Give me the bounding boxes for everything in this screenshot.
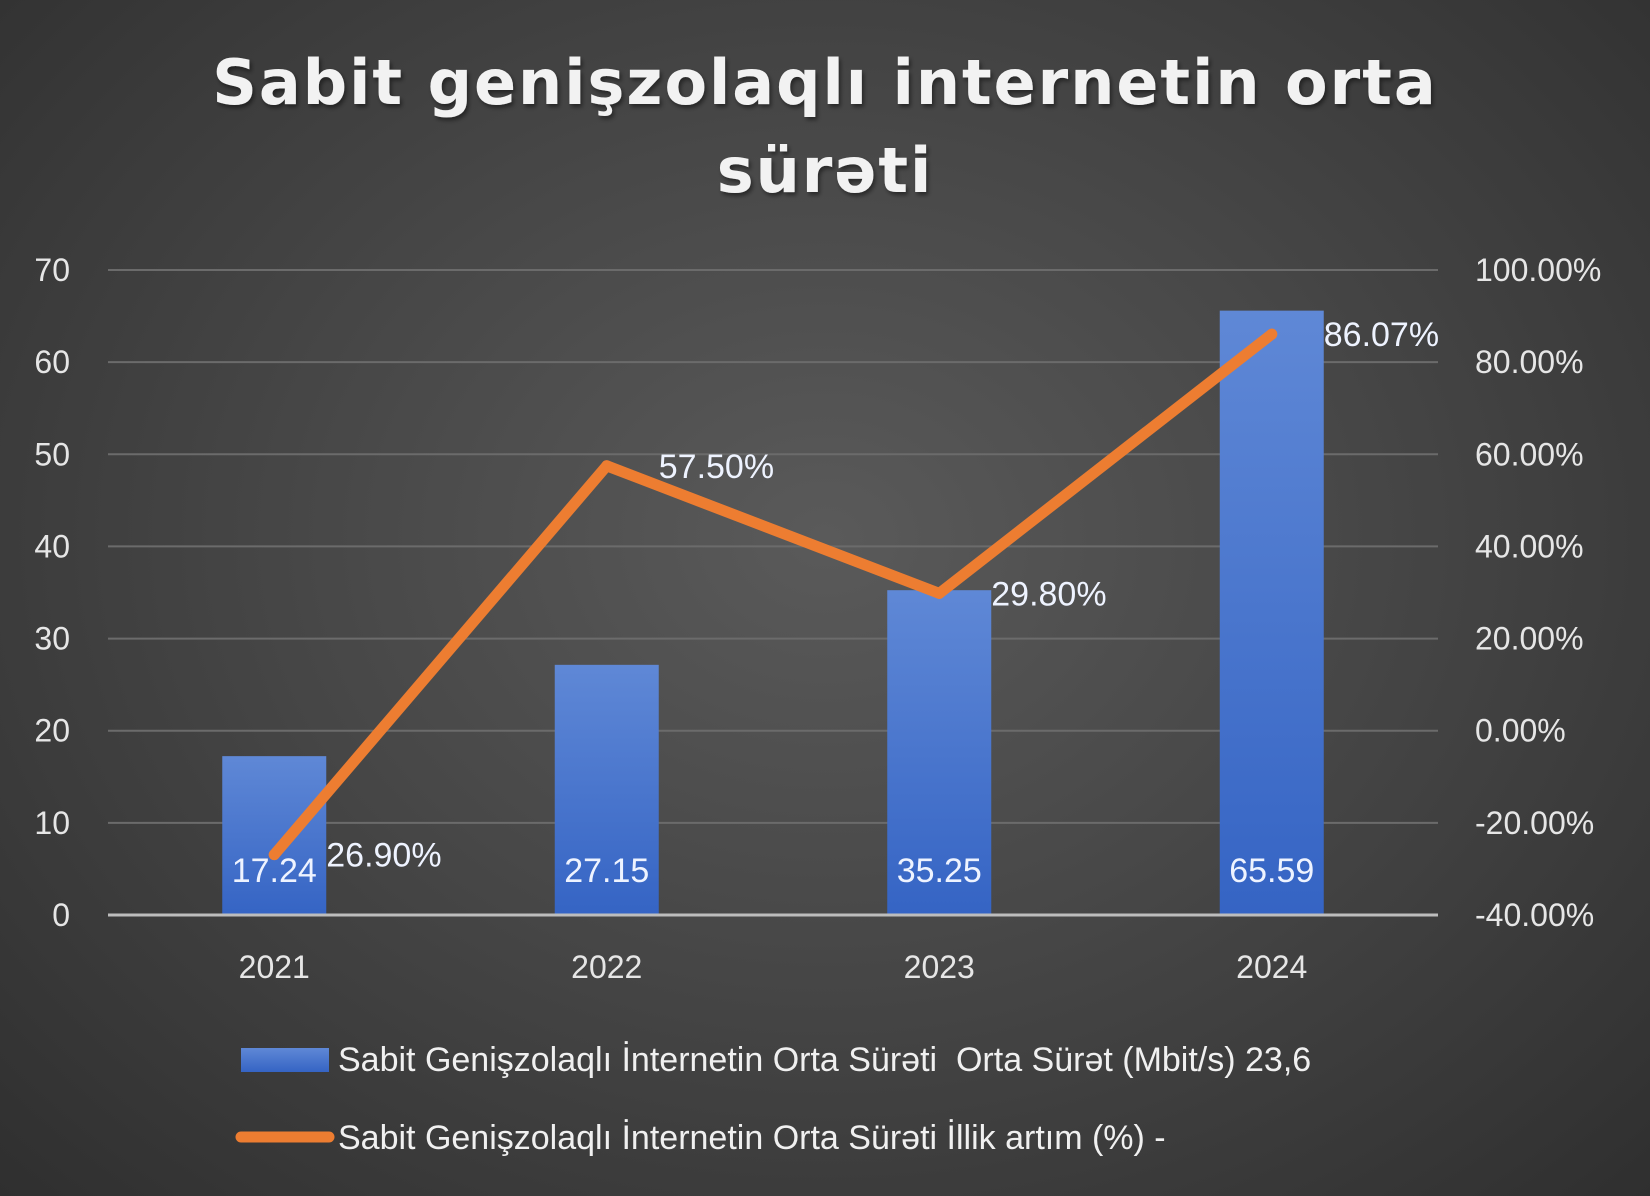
- left-axis-tick-label: 40: [34, 528, 70, 564]
- x-axis-tick-label: 2024: [1236, 949, 1307, 985]
- right-axis-tick-label: 80.00%: [1475, 344, 1584, 380]
- bar-data-labels: 17.24 27.15 35.25 65.59: [232, 852, 1315, 890]
- left-axis-tick-label: 70: [34, 252, 70, 288]
- x-axis-ticks: 2021 2022 2023 2024: [239, 949, 1308, 985]
- chart-title: Sabit genişzolaqlı internetin orta sürət…: [212, 46, 1437, 207]
- legend-label-line-series: Sabit Genişzolaqlı İnternetin Orta Sürət…: [338, 1119, 1166, 1157]
- bar: [554, 664, 659, 915]
- line-data-label: 29.80%: [991, 575, 1106, 613]
- bar: [887, 590, 992, 915]
- bar-data-label: 27.15: [564, 852, 649, 890]
- right-axis-tick-label: 20.00%: [1475, 621, 1584, 657]
- legend-item-line-series: Sabit Genişzolaqlı İnternetin Orta Sürət…: [235, 1119, 1166, 1157]
- x-axis-tick-label: 2021: [239, 949, 310, 985]
- bar-data-label: 65.59: [1229, 852, 1314, 890]
- bar-series: [222, 310, 1324, 915]
- right-axis-ticks: -40.00% -20.00% 0.00% 20.00% 40.00% 60.00% 80.…: [1475, 252, 1601, 933]
- bar-data-label: 17.24: [232, 852, 317, 890]
- legend-swatch-bar: [241, 1048, 329, 1072]
- bar-data-label: 35.25: [897, 852, 982, 890]
- bar: [1219, 310, 1324, 915]
- left-axis-ticks: 0 10 20 30 40 50 60 70: [34, 252, 70, 933]
- right-axis-tick-label: 100.00%: [1475, 252, 1601, 288]
- line-point: [601, 460, 613, 472]
- left-axis-tick-label: 50: [34, 436, 70, 472]
- line-point: [933, 587, 945, 599]
- left-axis-tick-label: 30: [34, 621, 70, 657]
- line-series: [268, 328, 1278, 861]
- right-axis-tick-label: 40.00%: [1475, 528, 1584, 564]
- left-axis-tick-label: 60: [34, 344, 70, 380]
- chart-title-line-1: Sabit genişzolaqlı internetin orta: [212, 46, 1437, 119]
- right-axis-tick-label: 0.00%: [1475, 713, 1566, 749]
- right-axis-tick-label: 60.00%: [1475, 436, 1584, 472]
- left-axis-tick-label: 20: [34, 713, 70, 749]
- legend-item-bar-series: Sabit Genişzolaqlı İnternetin Orta Sürət…: [241, 1041, 1311, 1079]
- line-data-label: 86.07%: [1324, 316, 1439, 354]
- line-point: [1266, 328, 1278, 340]
- bar: [222, 756, 327, 915]
- x-axis-tick-label: 2023: [904, 949, 975, 985]
- chart-title-line-2: sürəti: [717, 134, 934, 207]
- left-axis-tick-label: 0: [52, 897, 70, 933]
- right-axis-tick-label: -40.00%: [1475, 897, 1594, 933]
- line-path: [268, 328, 1278, 861]
- x-axis-tick-label: 2022: [571, 949, 642, 985]
- left-axis-tick-label: 10: [34, 805, 70, 841]
- right-axis-tick-label: -20.00%: [1475, 805, 1594, 841]
- line-data-label: 57.50%: [659, 448, 774, 486]
- legend-label-bar-series: Sabit Genişzolaqlı İnternetin Orta Sürət…: [338, 1041, 1311, 1079]
- gridlines: [108, 269, 1438, 824]
- line-point: [268, 849, 280, 861]
- line-data-labels: 26.90% 57.50% 29.80% 86.07%: [326, 316, 1439, 874]
- line-data-label: 26.90%: [326, 837, 441, 875]
- legend: Sabit Genişzolaqlı İnternetin Orta Sürət…: [235, 1041, 1311, 1157]
